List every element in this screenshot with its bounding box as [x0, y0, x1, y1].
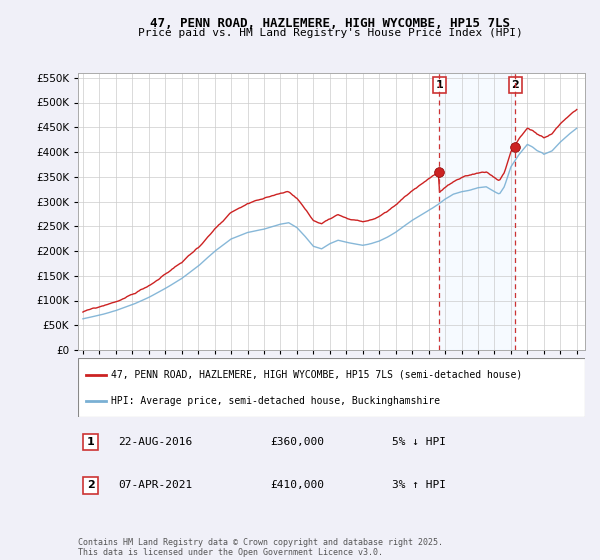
Text: 47, PENN ROAD, HAZLEMERE, HIGH WYCOMBE, HP15 7LS: 47, PENN ROAD, HAZLEMERE, HIGH WYCOMBE, …: [150, 17, 510, 30]
Text: HPI: Average price, semi-detached house, Buckinghamshire: HPI: Average price, semi-detached house,…: [111, 396, 440, 406]
Text: 2: 2: [87, 480, 95, 491]
Text: 07-APR-2021: 07-APR-2021: [119, 480, 193, 491]
Text: 3% ↑ HPI: 3% ↑ HPI: [392, 480, 446, 491]
Text: 1: 1: [87, 437, 95, 447]
Text: 2: 2: [511, 80, 519, 90]
Bar: [439, 73, 515, 350]
Text: 1: 1: [435, 80, 443, 90]
Text: Contains HM Land Registry data © Crown copyright and database right 2025.
This d: Contains HM Land Registry data © Crown c…: [78, 538, 443, 557]
Text: 22-AUG-2016: 22-AUG-2016: [119, 437, 193, 447]
Point: [102, 371, 109, 378]
Text: Price paid vs. HM Land Registry's House Price Index (HPI): Price paid vs. HM Land Registry's House …: [137, 28, 523, 38]
Text: 5% ↓ HPI: 5% ↓ HPI: [392, 437, 446, 447]
Text: £360,000: £360,000: [271, 437, 325, 447]
Text: £410,000: £410,000: [271, 480, 325, 491]
Point: [102, 398, 109, 404]
Point: [82, 398, 89, 404]
Text: 47, PENN ROAD, HAZLEMERE, HIGH WYCOMBE, HP15 7LS (semi-detached house): 47, PENN ROAD, HAZLEMERE, HIGH WYCOMBE, …: [111, 370, 522, 380]
FancyBboxPatch shape: [78, 358, 585, 417]
Point: [82, 371, 89, 378]
